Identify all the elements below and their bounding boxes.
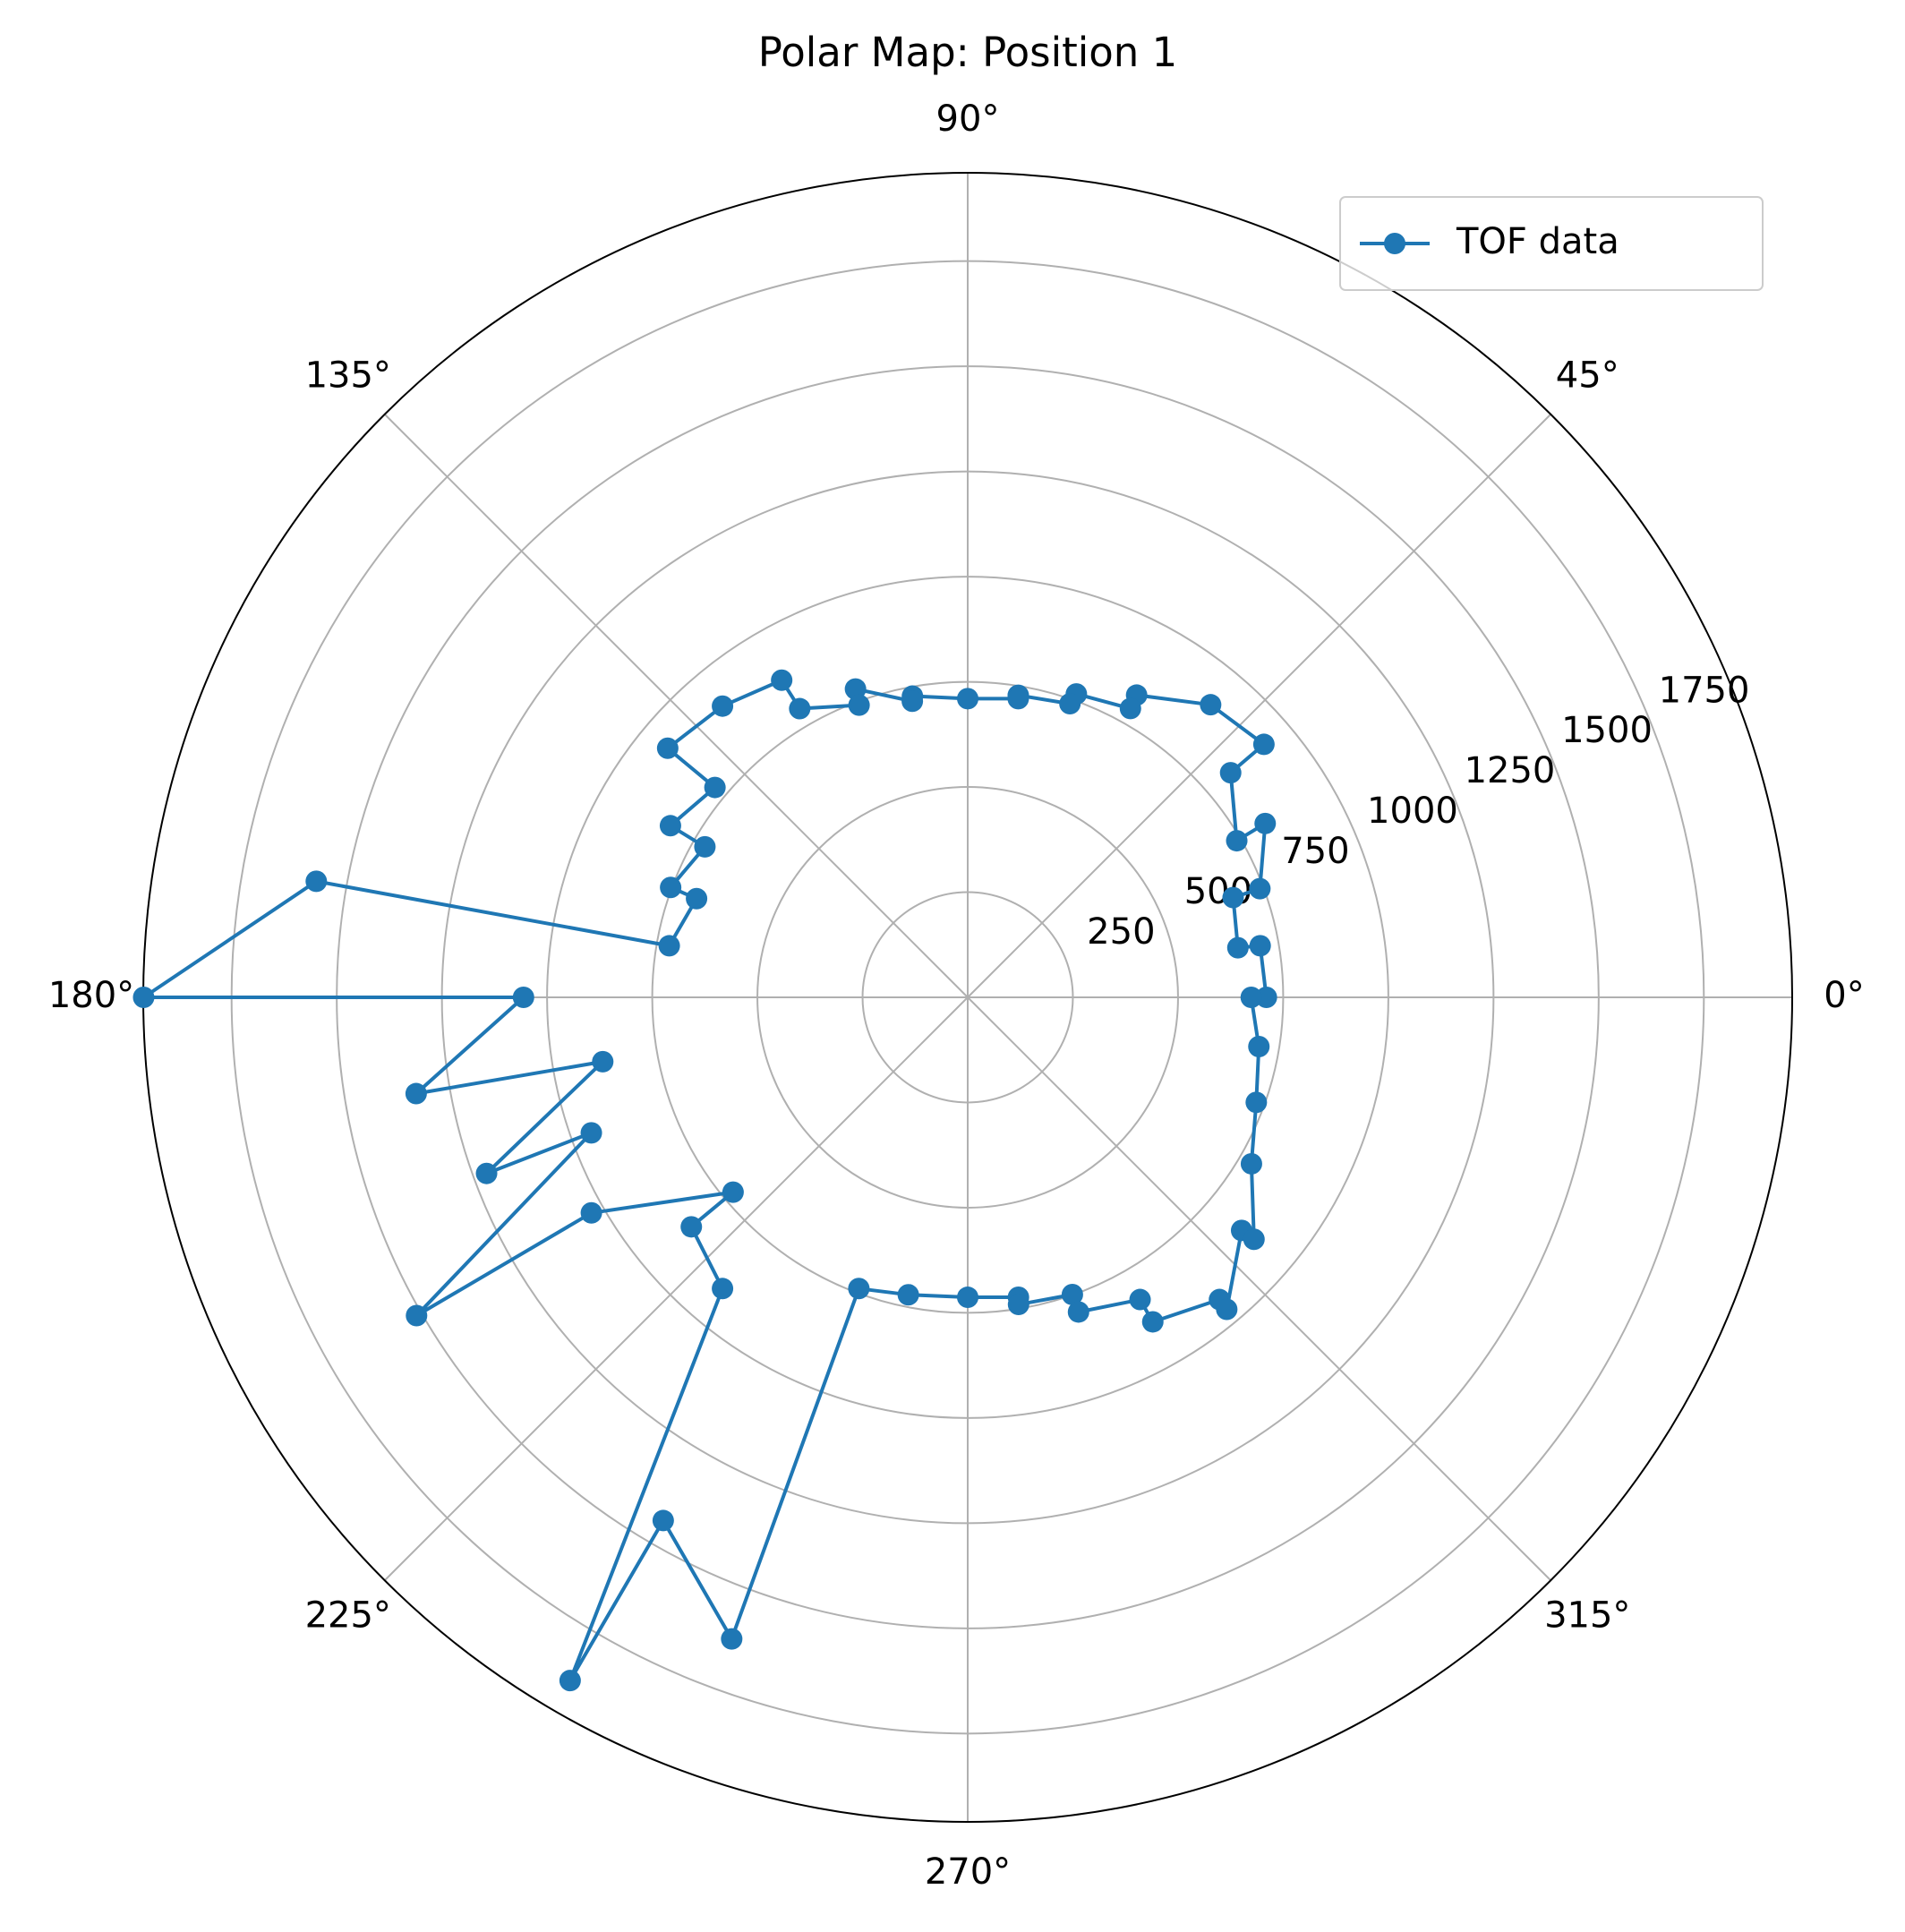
theta-tick-label: 90° bbox=[936, 98, 1000, 140]
grid-line bbox=[384, 996, 969, 1581]
data-point bbox=[789, 697, 811, 720]
data-point bbox=[1222, 886, 1244, 909]
data-point bbox=[1059, 693, 1081, 715]
data-point bbox=[721, 1628, 743, 1650]
data-point bbox=[1219, 762, 1242, 784]
r-tick-label: 250 bbox=[1087, 911, 1155, 953]
theta-tick-label: 0° bbox=[1824, 975, 1864, 1016]
theta-tick-label: 315° bbox=[1544, 1594, 1630, 1636]
data-point bbox=[1254, 812, 1277, 834]
data-point bbox=[580, 1122, 602, 1144]
data-point bbox=[1243, 1228, 1265, 1251]
data-point bbox=[592, 1050, 614, 1073]
data-point bbox=[1007, 1294, 1029, 1316]
theta-tick-label: 45° bbox=[1556, 355, 1619, 397]
data-point bbox=[897, 1284, 919, 1306]
grid-line bbox=[384, 414, 969, 998]
data-point bbox=[405, 1082, 427, 1105]
data-point bbox=[1245, 1091, 1268, 1114]
data-point bbox=[771, 669, 793, 691]
data-point bbox=[1061, 1283, 1083, 1305]
data-point bbox=[1007, 688, 1029, 710]
data-point bbox=[722, 1181, 744, 1203]
data-point bbox=[1129, 1288, 1151, 1311]
series-line bbox=[141, 678, 1269, 1683]
chart-title: Polar Map: Position 1 bbox=[758, 29, 1178, 76]
data-point bbox=[901, 690, 924, 713]
data-point bbox=[1141, 1311, 1164, 1333]
data-point bbox=[1240, 987, 1262, 1008]
legend-box bbox=[1339, 196, 1764, 291]
data-point bbox=[475, 1162, 498, 1184]
legend-marker bbox=[1384, 233, 1405, 254]
r-tick-label: 1750 bbox=[1659, 670, 1750, 711]
data-point bbox=[659, 815, 681, 837]
data-point bbox=[580, 1201, 602, 1224]
data-point bbox=[1200, 694, 1222, 716]
data-point bbox=[406, 1304, 428, 1327]
data-point bbox=[132, 987, 155, 1008]
data-point bbox=[1255, 987, 1277, 1008]
theta-tick-label: 135° bbox=[305, 355, 391, 397]
theta-tick-label: 270° bbox=[925, 1851, 1011, 1893]
data-point bbox=[660, 876, 682, 899]
data-point bbox=[559, 1670, 581, 1692]
r-tick-label: 500 bbox=[1184, 871, 1252, 912]
data-point bbox=[694, 835, 716, 858]
r-tick-label: 750 bbox=[1281, 831, 1349, 872]
data-point bbox=[1249, 877, 1271, 900]
data-point bbox=[656, 737, 679, 759]
data-point bbox=[680, 1216, 703, 1238]
data-point bbox=[686, 887, 708, 910]
r-tick-label: 1000 bbox=[1367, 791, 1458, 832]
grid-line bbox=[967, 414, 1551, 998]
data-point bbox=[1240, 1152, 1262, 1175]
data-point bbox=[1226, 830, 1248, 852]
data-point bbox=[957, 1287, 978, 1309]
data-point bbox=[957, 688, 978, 710]
data-point bbox=[1249, 935, 1271, 957]
r-tick-label: 1250 bbox=[1465, 750, 1556, 791]
data-point bbox=[1252, 733, 1275, 756]
data-point bbox=[652, 1509, 674, 1532]
data-point bbox=[1216, 1298, 1238, 1321]
data-point bbox=[1067, 1301, 1089, 1323]
data-point bbox=[704, 776, 726, 799]
data-point bbox=[512, 987, 534, 1008]
data-point bbox=[844, 678, 867, 700]
data-point bbox=[1119, 697, 1141, 720]
grid-line bbox=[967, 996, 1551, 1581]
r-tick-label: 1500 bbox=[1561, 710, 1653, 751]
data-point bbox=[712, 1278, 734, 1300]
theta-tick-label: 225° bbox=[305, 1594, 391, 1636]
data-point bbox=[848, 1278, 870, 1300]
legend-label: TOF data bbox=[1456, 221, 1619, 262]
data-point bbox=[1226, 936, 1249, 959]
theta-tick-label: 180° bbox=[48, 975, 134, 1016]
data-point bbox=[848, 694, 870, 716]
data-point bbox=[712, 695, 734, 717]
data-point bbox=[658, 935, 680, 957]
data-point bbox=[1248, 1036, 1270, 1058]
data-point bbox=[305, 870, 328, 893]
